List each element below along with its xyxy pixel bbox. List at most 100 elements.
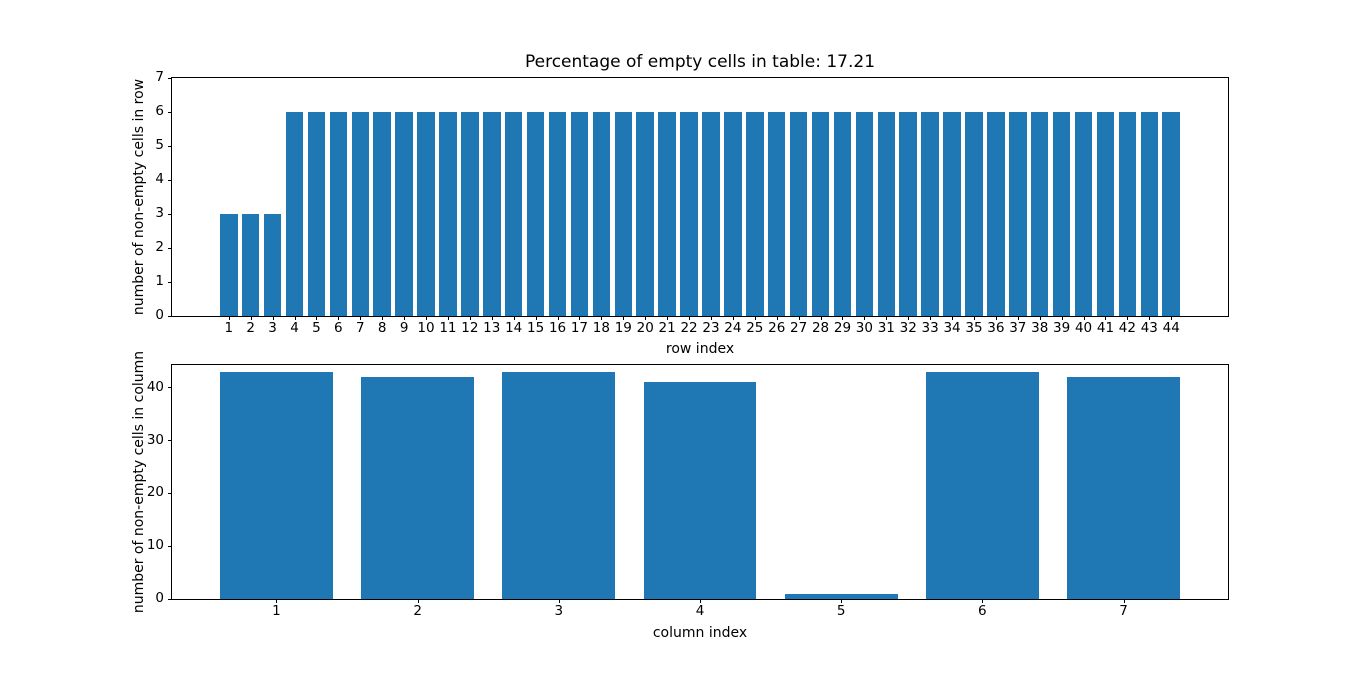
x-tick-mark bbox=[360, 316, 362, 320]
y-tick-mark bbox=[168, 77, 172, 79]
x-tick-label: 5 bbox=[836, 603, 846, 619]
x-tick-label: 39 bbox=[1053, 320, 1071, 336]
x-tick-label: 36 bbox=[987, 320, 1005, 336]
bar bbox=[833, 112, 852, 316]
x-tick-label: 6 bbox=[978, 603, 987, 619]
bar bbox=[373, 112, 391, 316]
y-tick-label: 2 bbox=[155, 239, 164, 256]
x-tick-mark bbox=[1123, 599, 1125, 603]
y-tick-mark bbox=[168, 545, 172, 547]
x-tick-label: 30 bbox=[855, 320, 873, 336]
y-tick-label: 0 bbox=[155, 590, 164, 607]
y-tick-label: 6 bbox=[155, 103, 164, 120]
x-tick-label: 13 bbox=[483, 320, 501, 336]
y-tick-mark bbox=[168, 179, 172, 181]
bar bbox=[220, 214, 238, 316]
x-tick-mark bbox=[973, 316, 975, 320]
x-tick-mark bbox=[1061, 316, 1063, 320]
bar bbox=[1074, 112, 1093, 316]
x-tick-mark bbox=[1105, 316, 1107, 320]
x-tick-label: 11 bbox=[439, 320, 457, 336]
y-tick-label: 30 bbox=[146, 431, 164, 448]
x-tick-label: 4 bbox=[695, 603, 705, 619]
x-tick-label: 35 bbox=[965, 320, 983, 336]
x-tick-label: 3 bbox=[554, 603, 564, 619]
x-tick-label: 1 bbox=[272, 603, 281, 619]
x-tick-label: 31 bbox=[877, 320, 895, 336]
x-tick-mark bbox=[558, 599, 560, 603]
x-tick-label: 2 bbox=[246, 320, 255, 336]
y-tick-mark bbox=[168, 213, 172, 215]
bar bbox=[395, 112, 413, 316]
y-tick-mark bbox=[168, 387, 172, 389]
x-tick-label: 7 bbox=[355, 320, 365, 336]
x-tick-label: 2 bbox=[413, 603, 422, 619]
bar bbox=[789, 112, 808, 316]
bar bbox=[614, 112, 633, 316]
bar bbox=[263, 214, 282, 316]
x-tick-mark bbox=[754, 316, 756, 320]
x-tick-mark bbox=[1149, 316, 1151, 320]
bar bbox=[921, 112, 939, 316]
x-tick-label: 41 bbox=[1096, 320, 1115, 336]
x-tick-label: 21 bbox=[658, 320, 676, 336]
x-tick-label: 10 bbox=[417, 320, 435, 336]
bar bbox=[1009, 112, 1027, 316]
x-tick-mark bbox=[841, 599, 843, 603]
x-tick-label: 4 bbox=[290, 320, 299, 336]
x-tick-mark bbox=[842, 316, 844, 320]
bar bbox=[1162, 112, 1180, 316]
bar bbox=[943, 112, 961, 316]
x-tick-mark bbox=[338, 316, 340, 320]
x-tick-mark bbox=[1017, 316, 1019, 320]
x-tick-mark bbox=[798, 316, 800, 320]
bar bbox=[417, 112, 435, 316]
x-tick-label: 43 bbox=[1140, 320, 1158, 336]
x-tick-label: 6 bbox=[334, 320, 343, 336]
bar bbox=[899, 112, 917, 316]
x-tick-mark bbox=[250, 316, 252, 320]
x-tick-label: 44 bbox=[1162, 320, 1180, 336]
x-tick-mark bbox=[1171, 316, 1173, 320]
x-tick-label: 26 bbox=[768, 320, 786, 336]
y-tick-label: 40 bbox=[146, 378, 164, 395]
x-tick-label: 8 bbox=[377, 320, 387, 336]
x-tick-label: 15 bbox=[527, 320, 545, 336]
y-tick-mark bbox=[168, 111, 172, 113]
x-tick-mark bbox=[995, 316, 997, 320]
x-tick-label: 22 bbox=[680, 320, 698, 336]
x-tick-mark bbox=[820, 316, 822, 320]
y-tick-mark bbox=[168, 315, 172, 317]
x-tick-mark bbox=[382, 316, 384, 320]
x-tick-mark bbox=[700, 599, 701, 603]
x-tick-label: 16 bbox=[548, 320, 567, 336]
bar bbox=[307, 112, 326, 316]
y-tick-mark bbox=[168, 492, 172, 494]
x-tick-mark bbox=[1039, 316, 1041, 320]
x-tick-label: 33 bbox=[921, 320, 939, 336]
x-tick-mark bbox=[417, 599, 419, 603]
y-tick-label: 10 bbox=[146, 537, 164, 554]
x-tick-mark bbox=[228, 316, 230, 320]
row-chart-y-axis-label: number of non-empty cells in row bbox=[131, 78, 147, 316]
y-tick-mark bbox=[168, 145, 172, 147]
y-tick-mark bbox=[168, 281, 172, 283]
bar bbox=[592, 112, 611, 316]
x-tick-label: 14 bbox=[505, 320, 523, 336]
bar bbox=[504, 112, 523, 316]
y-tick-label: 20 bbox=[146, 484, 164, 501]
y-tick-label: 4 bbox=[155, 171, 164, 188]
x-tick-label: 7 bbox=[1119, 603, 1128, 619]
x-tick-label: 32 bbox=[899, 320, 917, 336]
x-tick-label: 28 bbox=[811, 320, 830, 336]
x-tick-label: 42 bbox=[1118, 320, 1136, 336]
bar bbox=[702, 112, 720, 316]
x-tick-label: 3 bbox=[268, 320, 277, 336]
bar bbox=[746, 112, 764, 316]
bar bbox=[965, 112, 983, 316]
column-chart-y-axis-label: number of non-empty cells in column bbox=[131, 350, 147, 614]
x-tick-mark bbox=[426, 316, 428, 320]
bar bbox=[1052, 112, 1071, 316]
x-tick-mark bbox=[535, 316, 537, 320]
x-tick-mark bbox=[316, 316, 318, 320]
